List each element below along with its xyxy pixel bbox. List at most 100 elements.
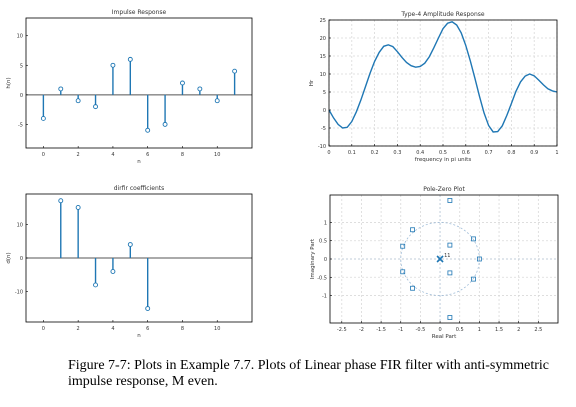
x-tick-label: 0 [327,150,330,156]
y-tick-label: -1 [322,294,327,300]
stem-marker [75,98,81,104]
x-tick-label: 8 [181,152,184,158]
y-axis-label: Hr [309,79,315,86]
x-axis-label: n [137,333,141,339]
y-tick-label: -10 [15,290,23,296]
unit-circle [400,222,480,296]
y-tick-label: 0 [20,93,23,99]
x-tick-label: 0.5 [439,150,447,156]
zero-marker [410,285,415,291]
y-axis-label: Imaginary Part [310,238,316,279]
x-tick-label: 2 [77,326,80,332]
chart-panel-2: 0 0.1 0.2 0.3 0.4 0.5 0.6 0.7 0.8 0.9 1 -10 -5 0 5 10 15… [309,11,559,163]
stem-marker [232,68,238,74]
stem-marker [110,269,116,274]
stem-marker [93,104,98,110]
stem-marker [214,98,220,104]
x-tick-label: 0.7 [485,150,493,156]
pole-marker [436,255,444,263]
x-tick-label: 2 [77,152,80,158]
y-tick-label: 20 [320,36,326,42]
pole-multiplicity-label: 11 [444,253,450,259]
y-axis-label: d(n) [6,252,12,263]
zero-marker [447,242,453,248]
zero-marker [471,276,476,282]
y-tick-label: 10 [17,222,23,228]
x-axis-label: Real Part [432,334,457,340]
x-tick-label: -1 [398,327,403,333]
x-tick-label: 10 [214,326,220,332]
y-tick-label: -5 [321,126,326,132]
y-tick-label: 15 [320,54,326,60]
x-tick-label: 6 [146,152,149,158]
stem-marker [127,56,133,62]
chart-panel-3: 0 2 4 6 8 10 -10 0 10 dirfir coefficients n d(n) [6,185,253,339]
y-tick-label: -10 [318,144,326,150]
stem-marker [58,86,64,92]
stem-marker [75,205,81,210]
chart-panel-4: 11 -2.5 -2 -1.5 -1 -0.5 0 0.5 1 1.5 2 2.5 -1 -0.5 0 0.5… [310,186,559,340]
zero-marker [447,270,453,276]
x-tick-label: 1 [555,150,558,156]
y-tick-label: 5 [323,90,326,96]
x-tick-label: 0.1 [348,150,356,156]
y-tick-label: 0 [324,257,327,263]
y-tick-label: 10 [320,72,326,78]
amplitude-response-curve [328,21,558,133]
x-tick-label: 0.6 [462,150,470,156]
x-tick-label: 10 [214,152,220,158]
zero-marker [471,236,476,242]
x-tick-label: 1.5 [495,327,503,333]
stem-marker [145,127,151,133]
zero-marker [410,227,415,233]
x-tick-label: -1.5 [376,327,386,333]
y-tick-label: 0 [323,108,326,114]
x-tick-label: -0.5 [416,327,426,333]
y-tick-label: 10 [17,34,23,40]
x-tick-label: 0.8 [507,150,515,156]
stem-marker [58,198,64,204]
chart-title: dirfir coefficients [114,185,165,192]
stem-marker [162,121,168,127]
x-tick-label: 8 [181,326,184,332]
x-axis-label: frequency in pi units [415,157,472,163]
stem-marker [93,282,98,288]
y-tick-label: 0.5 [319,239,327,245]
x-tick-label: 0 [42,326,45,332]
x-tick-label: 1 [478,327,481,333]
x-tick-label: 0 [438,327,441,333]
stem-marker [127,242,133,247]
x-tick-label: 0.2 [371,150,379,156]
x-axis-label: n [137,159,141,165]
y-tick-label: 0 [20,256,23,262]
x-tick-label: 0.3 [393,150,401,156]
x-tick-label: 4 [111,326,114,332]
axes-frame [25,17,253,149]
x-tick-label: 2.5 [534,327,542,333]
x-tick-label: 0.9 [530,150,538,156]
chart-title: Impulse Response [112,9,167,16]
y-tick-label: 1 [324,220,327,226]
zero-marker [447,315,453,320]
x-tick-label: 0.4 [416,150,424,156]
x-tick-label: 0.5 [456,327,464,333]
y-axis-label: h(n) [6,77,12,88]
stem-marker [40,116,46,121]
x-tick-label: -2 [359,327,364,333]
y-tick-label: 25 [320,18,326,24]
zero-marker [400,243,406,249]
plot-area [329,20,557,146]
x-tick-label: 4 [111,152,114,158]
stem-marker [197,86,203,92]
zero-marker [447,198,453,203]
x-tick-label: -2.5 [337,327,347,333]
chart-title: Type-4 Amplitude Response [400,11,484,18]
stem-marker [180,80,185,86]
zero-marker [476,256,482,262]
stem-marker [110,62,116,68]
chart-panel-1: 0 2 4 6 8 10 -5 0 5 10 Impulse Response n h(n) [6,9,253,165]
y-tick-label: -0.5 [317,275,327,281]
zero-marker [400,269,406,275]
stem-marker [145,306,151,311]
